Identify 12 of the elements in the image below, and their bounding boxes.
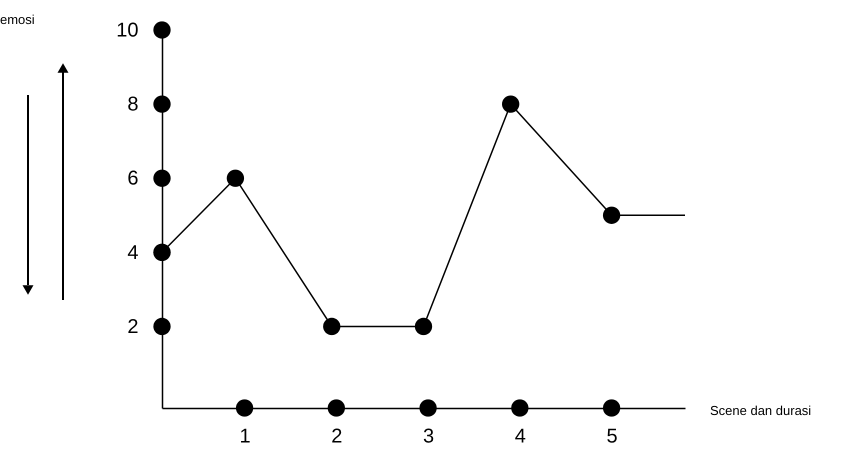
- y-tick-label: 8: [127, 94, 138, 116]
- y-tick-label: 10: [116, 20, 138, 42]
- x-axis-title: Scene dan durasi: [710, 403, 812, 418]
- x-tick-label: 4: [514, 426, 526, 448]
- y-tick-label: 4: [127, 242, 138, 264]
- y-tick-label: 2: [127, 316, 138, 338]
- y-tick-label: 6: [127, 168, 138, 190]
- x-tick-label: 2: [331, 426, 342, 448]
- text: emosi: [0, 12, 35, 27]
- x-tick-label: 3: [423, 426, 434, 448]
- x-tick-label: 5: [606, 426, 618, 448]
- x-tick-label: 1: [240, 426, 251, 448]
